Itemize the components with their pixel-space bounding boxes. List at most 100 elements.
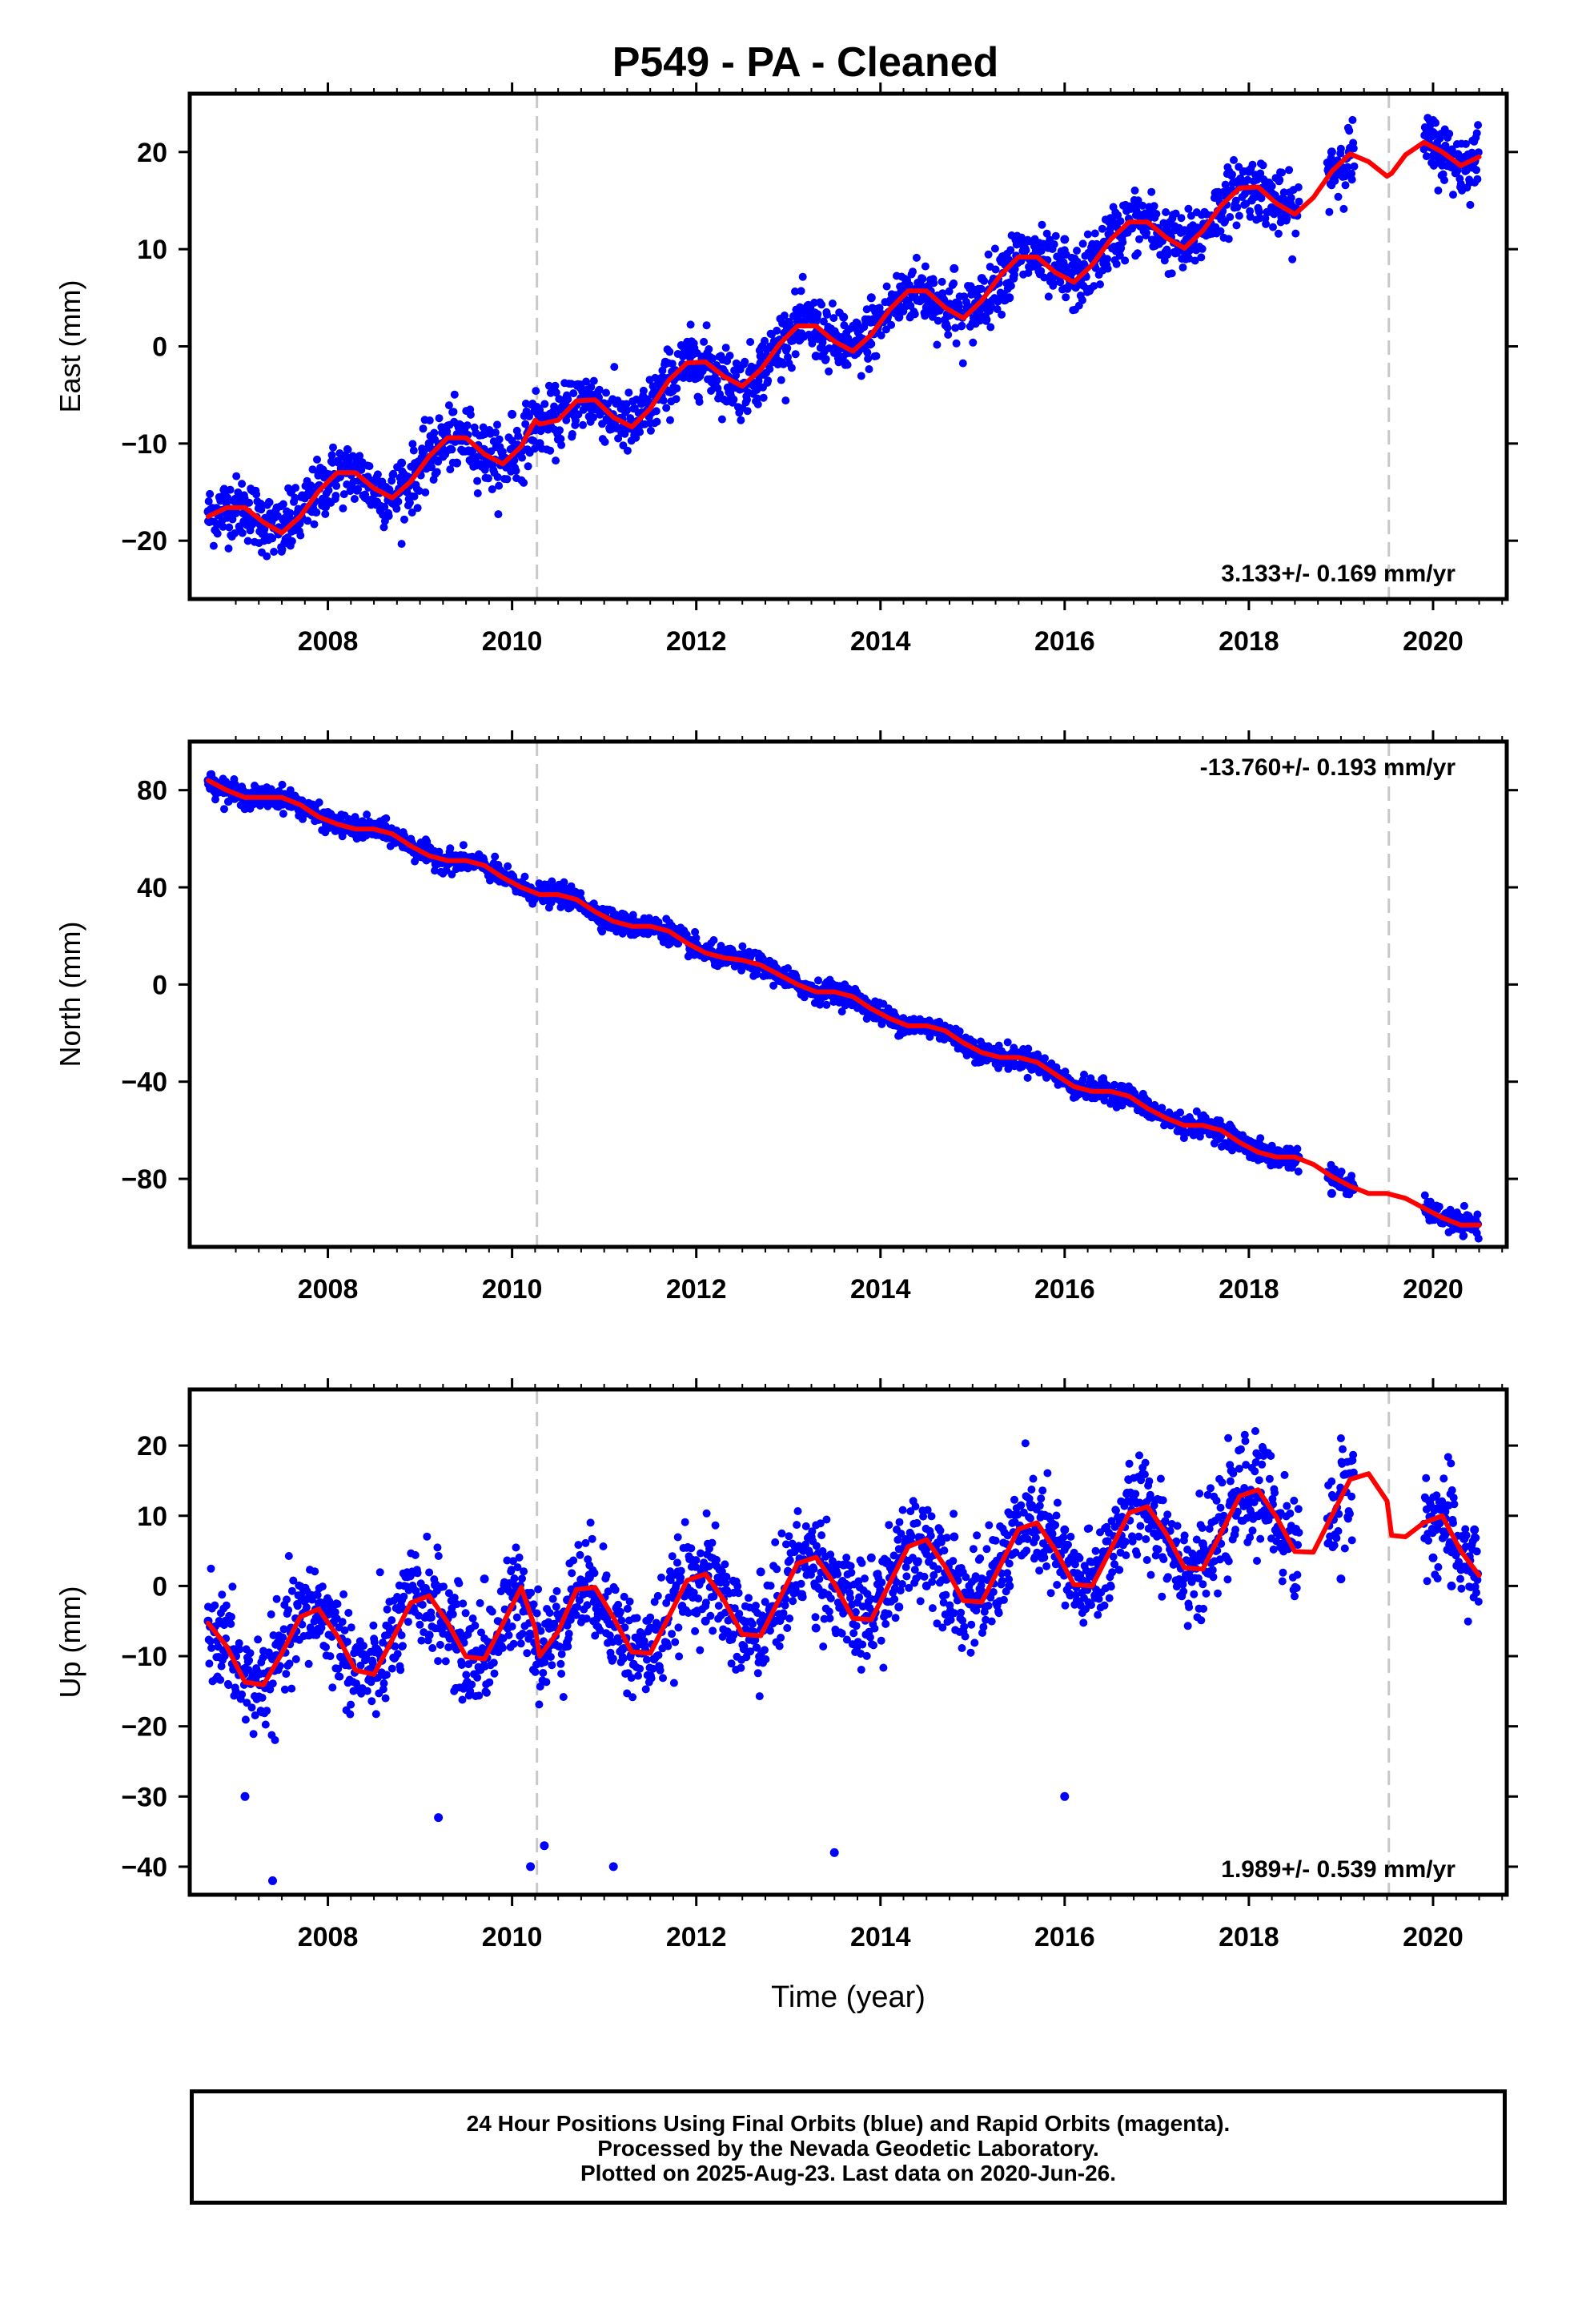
data-point-sample	[1428, 128, 1438, 137]
data-point	[1472, 129, 1481, 138]
data-point	[1041, 1054, 1049, 1063]
data-point	[991, 265, 1000, 274]
data-point	[405, 498, 414, 507]
data-point	[387, 1616, 396, 1625]
data-point	[263, 1707, 271, 1715]
data-point-sample	[480, 429, 489, 439]
data-point	[1440, 176, 1448, 184]
y-tick-label: 40	[137, 873, 167, 903]
data-point	[363, 810, 371, 819]
data-point	[589, 413, 598, 422]
data-point	[1006, 282, 1015, 290]
data-point	[1130, 186, 1139, 195]
data-point	[493, 472, 502, 481]
data-point	[945, 287, 954, 296]
data-point	[209, 541, 218, 550]
data-point	[702, 321, 711, 330]
data-point	[463, 421, 472, 430]
data-point	[725, 352, 734, 360]
data-point	[759, 393, 768, 402]
data-point	[339, 490, 348, 499]
data-point	[550, 402, 559, 411]
data-point	[413, 504, 422, 513]
data-point	[434, 457, 443, 466]
data-point	[853, 319, 861, 328]
data-point	[379, 523, 388, 532]
data-points	[203, 1427, 1483, 1885]
data-point	[1269, 223, 1277, 231]
data-point	[753, 394, 762, 403]
data-point	[238, 529, 247, 537]
data-point	[639, 386, 648, 395]
data-point	[247, 1703, 256, 1712]
data-point-sample	[1327, 1188, 1336, 1198]
data-point-sample	[397, 458, 407, 468]
data-point	[1152, 210, 1161, 219]
data-point	[520, 478, 528, 487]
data-point	[510, 456, 519, 464]
x-tick-label: 2012	[666, 1274, 727, 1305]
data-point	[261, 1720, 270, 1729]
data-point	[944, 331, 953, 339]
rate-label: -13.760+/- 0.193 mm/yr	[1200, 754, 1456, 781]
data-point	[304, 1659, 313, 1668]
data-point	[332, 481, 341, 490]
data-point	[396, 1666, 405, 1675]
data-point	[821, 355, 830, 364]
data-point	[993, 305, 1002, 313]
data-point	[1278, 168, 1287, 177]
data-point	[783, 344, 792, 352]
data-point	[546, 446, 555, 455]
data-point	[284, 1552, 293, 1560]
y-tick-label: −20	[121, 526, 167, 557]
x-tick-label: 2008	[298, 626, 359, 657]
data-point	[313, 1590, 322, 1599]
data-point	[700, 337, 709, 346]
x-tick-label: 2012	[666, 626, 727, 657]
data-point	[508, 436, 516, 445]
data-point	[348, 452, 357, 460]
data-point	[672, 395, 681, 404]
data-point	[658, 366, 667, 375]
data-point	[1294, 1167, 1303, 1176]
x-tick-label: 2020	[1403, 1274, 1464, 1305]
data-point	[1103, 255, 1111, 263]
data-point	[918, 275, 927, 283]
data-point	[459, 841, 468, 850]
data-point	[943, 324, 952, 332]
data-point	[753, 385, 761, 394]
data-point	[1178, 263, 1187, 271]
data-point	[1291, 229, 1300, 238]
page-title: P549 - PA - Cleaned	[612, 39, 999, 86]
data-point	[743, 396, 751, 404]
data-point	[302, 1603, 311, 1612]
data-point	[1142, 228, 1150, 237]
data-point	[286, 509, 295, 517]
data-point-sample	[894, 312, 904, 322]
data-point	[326, 1652, 335, 1661]
data-point	[552, 388, 560, 397]
data-point	[709, 354, 717, 363]
data-point	[518, 453, 526, 462]
data-point-sample	[287, 488, 295, 497]
data-point	[600, 437, 609, 446]
data-point	[784, 353, 792, 361]
y-axis-label: North (mm)	[54, 922, 86, 1068]
data-point	[713, 376, 721, 384]
data-point	[504, 862, 512, 870]
data-point	[1116, 217, 1125, 226]
data-point	[271, 1735, 279, 1744]
data-point	[796, 303, 805, 312]
data-point	[602, 388, 610, 397]
data-point	[1256, 1134, 1265, 1143]
data-point	[666, 416, 674, 424]
data-point	[1445, 130, 1454, 138]
data-point	[1010, 271, 1018, 279]
data-point	[479, 423, 488, 432]
data-point	[823, 310, 831, 319]
data-point	[1138, 201, 1147, 210]
data-point	[773, 326, 781, 335]
data-point	[808, 339, 817, 348]
data-point	[1198, 244, 1207, 253]
data-point	[1038, 220, 1046, 229]
